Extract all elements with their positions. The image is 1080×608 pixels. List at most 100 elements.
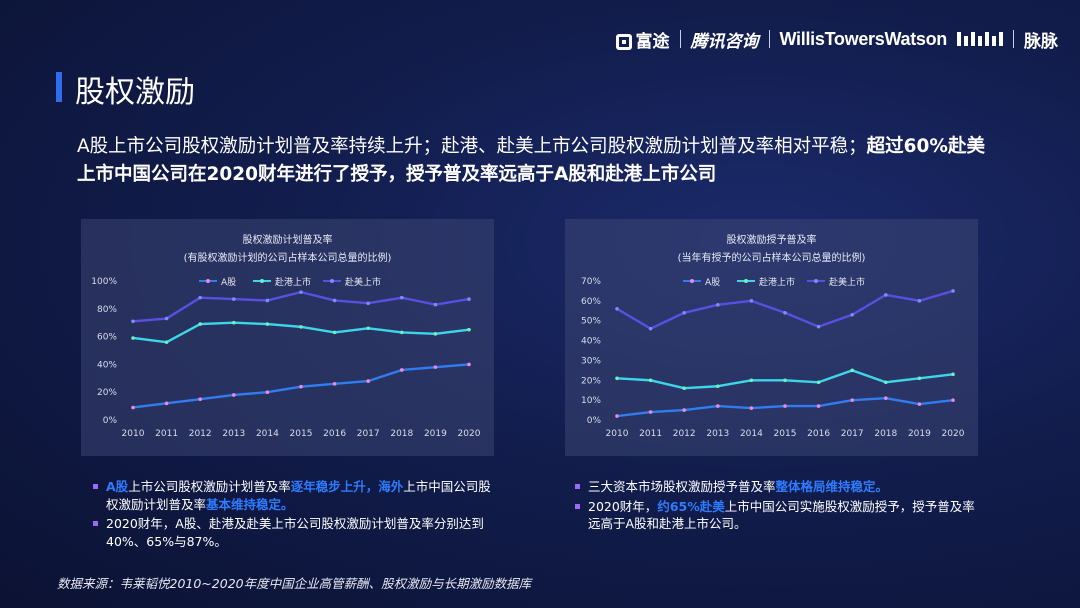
page-title: 股权激励 [75, 75, 195, 110]
divider [679, 30, 681, 48]
data-point [884, 293, 888, 297]
x-tick-label: 2011 [639, 429, 662, 439]
note-text: 2020财年，A股、赴港及赴美上市公司股权激励计划普及率分别达到40%、65%与… [106, 516, 484, 549]
data-point [265, 298, 270, 303]
data-point [198, 322, 202, 326]
data-point [749, 406, 754, 410]
x-tick-label: 2017 [357, 429, 380, 439]
legend-marker [814, 279, 818, 283]
legend-marker [330, 279, 334, 283]
legend-label: 赴港上市 [275, 276, 311, 288]
highlight-text: A股 [106, 479, 129, 494]
data-point [366, 379, 371, 383]
y-tick-label: 80% [97, 305, 117, 315]
data-point [648, 378, 653, 383]
chart-title: 股权激励授予普及率 [726, 235, 817, 246]
data-point [917, 402, 922, 406]
data-point [816, 380, 821, 385]
y-tick-label: 40% [581, 337, 601, 347]
y-tick-label: 10% [581, 396, 601, 406]
partner-logos: 富途 腾讯咨询 WillisTowersWatson 脉脉 [615, 27, 1058, 52]
note-item: 2020财年，A股、赴港及赴美上市公司股权激励计划普及率分别达到40%、65%与… [93, 515, 493, 550]
x-tick-label: 2013 [706, 429, 729, 439]
note-item: 2020财年，约65%赴美上市中国公司实施股权激励授予，授予普及率远高于A股和赴… [575, 498, 975, 533]
data-point [299, 290, 303, 294]
data-point [884, 396, 888, 400]
legend-label: 赴美上市 [345, 276, 381, 288]
highlight-text: 基本维持稳定。 [206, 496, 294, 512]
data-point [682, 310, 686, 315]
data-point [615, 376, 619, 381]
y-tick-label: 0% [103, 416, 118, 426]
bullet-marker [575, 503, 580, 509]
data-point [198, 295, 202, 300]
legend-marker [260, 279, 264, 283]
y-tick-label: 100% [91, 277, 117, 287]
note-item: A股上市公司股权激励计划普及率逐年稳步上升，海外上市中国公司股权激励计划普及率基… [93, 478, 493, 513]
data-point [164, 340, 169, 344]
x-tick-label: 2015 [290, 429, 313, 439]
x-tick-label: 2020 [458, 429, 481, 439]
data-point [265, 390, 270, 394]
data-point [433, 302, 438, 307]
data-point [131, 319, 135, 324]
data-point [232, 297, 236, 301]
x-tick-label: 2019 [424, 429, 447, 439]
x-tick-label: 2010 [122, 429, 145, 439]
data-point [400, 330, 404, 335]
y-tick-label: 60% [581, 297, 601, 307]
chart-panel-plan-rate: 股权激励计划普及率 (有股权激励计划的公司占样本公司总量的比例) A股 赴港上市 赴… [81, 219, 494, 456]
maimai-logo: 脉脉 [1024, 31, 1058, 52]
data-point [400, 295, 404, 300]
data-point [850, 398, 854, 402]
futu-logo: 富途 [615, 27, 670, 52]
data-point [366, 326, 371, 331]
data-point [131, 336, 135, 340]
data-point [164, 316, 169, 321]
maimai-bars-icon [957, 32, 1003, 46]
data-point [783, 404, 787, 408]
futu-text: 富途 [635, 31, 670, 52]
note-item: 三大资本市场股权激励授予普及率整体格局维持稳定。 [575, 478, 975, 496]
legend-label: A股 [221, 277, 236, 288]
note-text: 上市中国公司股权激励计划普及率 [106, 479, 491, 512]
legend-marker [744, 279, 748, 283]
data-point [198, 397, 202, 401]
data-point [299, 384, 303, 389]
divider [1013, 30, 1014, 48]
data-point [951, 398, 955, 402]
data-point [749, 378, 754, 383]
x-tick-label: 2018 [874, 429, 897, 439]
data-point [783, 310, 787, 315]
x-tick-label: 2017 [841, 429, 864, 439]
data-point [850, 312, 854, 317]
data-point [232, 320, 236, 325]
data-point [131, 405, 135, 410]
y-tick-label: 0% [587, 416, 602, 426]
legend-label: 赴港上市 [759, 276, 795, 288]
data-point [615, 307, 619, 311]
x-tick-label: 2018 [390, 429, 413, 439]
data-point [366, 301, 371, 306]
bullet-marker [575, 484, 580, 489]
data-point [467, 327, 471, 332]
x-tick-label: 2014 [256, 429, 279, 439]
y-tick-label: 20% [581, 376, 601, 386]
data-point [850, 368, 854, 373]
data-point [332, 330, 337, 335]
data-point [884, 380, 888, 385]
data-source: 数据来源：韦莱韬悦2010~2020年度中国企业高管薪酬、股权激励与长期激励数据… [57, 576, 532, 591]
data-point [682, 386, 686, 391]
data-point [917, 376, 922, 381]
y-tick-label: 40% [97, 360, 117, 370]
data-point [299, 325, 303, 329]
headline: A股上市公司股权激励计划普及率持续上升；赴港、赴美上市公司股权激励计划普及率相对… [77, 133, 987, 189]
x-tick-label: 2016 [323, 429, 346, 439]
tencent-logo: 腾讯咨询 [690, 31, 759, 52]
x-tick-label: 2020 [942, 429, 965, 439]
chart-subtitle: (当年有授予的公司占样本公司总量的比例) [677, 253, 866, 264]
wtw-logo: WillisTowersWatson [779, 28, 948, 49]
chart-title: 股权激励计划普及率 [242, 235, 333, 246]
data-point [682, 408, 686, 412]
data-point [648, 326, 653, 331]
